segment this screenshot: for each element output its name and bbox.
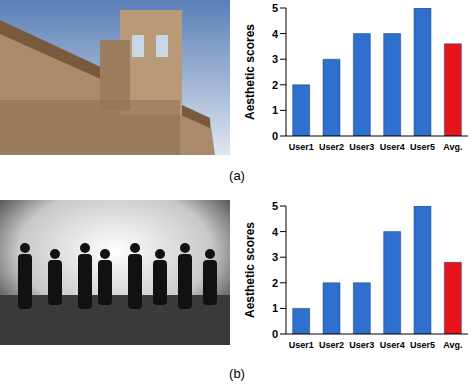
svg-text:User4: User4	[380, 142, 405, 152]
svg-text:3: 3	[272, 251, 278, 263]
svg-text:2: 2	[272, 277, 278, 289]
html-text:(b): (b)	[229, 366, 245, 381]
svg-text:4: 4	[272, 226, 279, 238]
svg-text:User2: User2	[319, 340, 344, 350]
svg-text:5: 5	[272, 2, 278, 14]
svg-text:0: 0	[272, 130, 278, 142]
svg-text:5: 5	[272, 200, 278, 212]
svg-text:3: 3	[272, 53, 278, 65]
svg-text:User4: User4	[380, 340, 405, 350]
svg-text:0: 0	[272, 328, 278, 340]
svg-text:Avg.: Avg.	[443, 142, 462, 152]
svg-text:User3: User3	[349, 142, 374, 152]
svg-text:User3: User3	[349, 340, 374, 350]
svg-text:User5: User5	[410, 340, 435, 350]
svg-text:1: 1	[272, 104, 278, 116]
html-text:(a): (a)	[229, 168, 245, 183]
svg-text:User2: User2	[319, 142, 344, 152]
svg-text:Aesthetic scores: Aesthetic scores	[243, 222, 257, 318]
svg-text:User5: User5	[410, 142, 435, 152]
svg-text:4: 4	[272, 28, 279, 40]
svg-text:User1: User1	[289, 340, 314, 350]
svg-text:User1: User1	[289, 142, 314, 152]
svg-text:Avg.: Avg.	[443, 340, 462, 350]
svg-text:1: 1	[272, 302, 278, 314]
svg-text:2: 2	[272, 79, 278, 91]
svg-text:Aesthetic scores: Aesthetic scores	[243, 24, 257, 120]
